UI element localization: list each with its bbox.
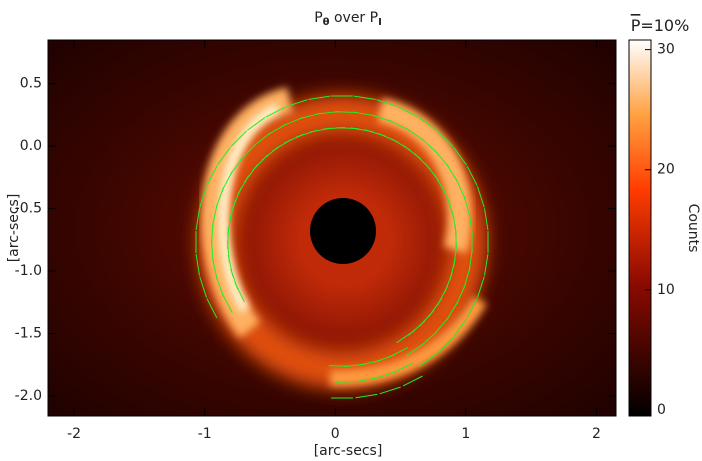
x-axis-label: [arc-secs]: [314, 443, 383, 459]
y-tick-label: 0.5: [20, 76, 42, 92]
colorbar-tick-label: 30: [657, 42, 675, 58]
polarization-vector: [265, 106, 286, 118]
x-tick-label: 0: [331, 426, 340, 442]
polarization-vector: [483, 208, 489, 231]
polarization-vector: [418, 117, 438, 131]
polarization-vector: [402, 375, 423, 387]
polarization-vector: [393, 362, 414, 374]
title-part: I: [378, 17, 382, 28]
x-tick-label: -2: [67, 426, 81, 442]
polarization-vector: [437, 130, 454, 147]
colorbar-label: Counts: [685, 204, 701, 253]
polarization-vector: [199, 276, 208, 298]
title-part: P: [314, 10, 322, 26]
polarization-vector: [195, 208, 201, 231]
colorbar-tick-label: 0: [657, 402, 666, 418]
ring-arc: [218, 103, 281, 313]
polarization-vector: [418, 353, 438, 367]
colorbar-tick-label: 20: [657, 162, 675, 178]
x-tick-label: -1: [198, 426, 212, 442]
polarization-vector: [246, 117, 266, 131]
polarization-vector: [355, 377, 378, 383]
y-tick-label: -1.5: [15, 326, 42, 342]
polarization-vector: [453, 146, 467, 166]
colorbar: [628, 39, 652, 417]
polarization-vector: [379, 386, 401, 395]
image: [48, 40, 616, 416]
vector-scale-symbol: P: [631, 16, 641, 35]
title-part: over P: [330, 10, 379, 26]
polarization-vector: [398, 106, 419, 118]
y-tick-label: -2.0: [15, 388, 42, 404]
polarization-vector: [396, 329, 416, 344]
polarization-vector: [217, 146, 231, 166]
vector-scale-text: =10%: [640, 16, 689, 35]
polarization-vector: [466, 298, 478, 319]
polarization-vector: [376, 99, 398, 108]
vector-scale: P=10%: [631, 16, 690, 35]
ring-arc: [329, 295, 487, 387]
polarization-vector: [206, 165, 218, 186]
polarization-vector: [405, 343, 425, 357]
polarization-vector: [483, 253, 489, 276]
polarization-vector: [466, 165, 478, 186]
y-axis-label: [arc-secs]: [6, 194, 22, 263]
polarization-vector: [335, 381, 358, 383]
polarization-vector: [286, 99, 308, 108]
chart-title: Pθ over PI: [314, 10, 382, 28]
colorbar-tick-label: 10: [657, 282, 675, 298]
plot-frame: [47, 39, 617, 417]
polarization-vector: [468, 212, 473, 235]
polarization-vector: [353, 95, 376, 101]
y-tick-label: -1.0: [15, 263, 42, 279]
polarization-vector: [230, 130, 247, 147]
polarization-vector: [199, 186, 208, 208]
polarization-vector: [355, 393, 378, 399]
polarization-vector: [206, 298, 218, 319]
y-tick-label: -0.5: [15, 201, 42, 217]
occulter: [310, 198, 376, 264]
x-tick-label: 1: [461, 426, 470, 442]
polarization-vector: [374, 371, 396, 380]
polarization-vector: [195, 253, 201, 276]
y-tick-label: 0.0: [20, 138, 42, 154]
polarization-vector: [454, 225, 457, 248]
polarization-vector: [308, 95, 331, 101]
vectors: [195, 95, 489, 399]
x-tick-label: 2: [592, 426, 601, 442]
title-part: θ: [323, 17, 330, 28]
ring-arc: [376, 98, 472, 254]
polarization-vector: [437, 337, 454, 354]
polarization-vector: [453, 318, 467, 338]
polarization-vector: [476, 186, 485, 208]
polarization-vector: [476, 276, 485, 298]
